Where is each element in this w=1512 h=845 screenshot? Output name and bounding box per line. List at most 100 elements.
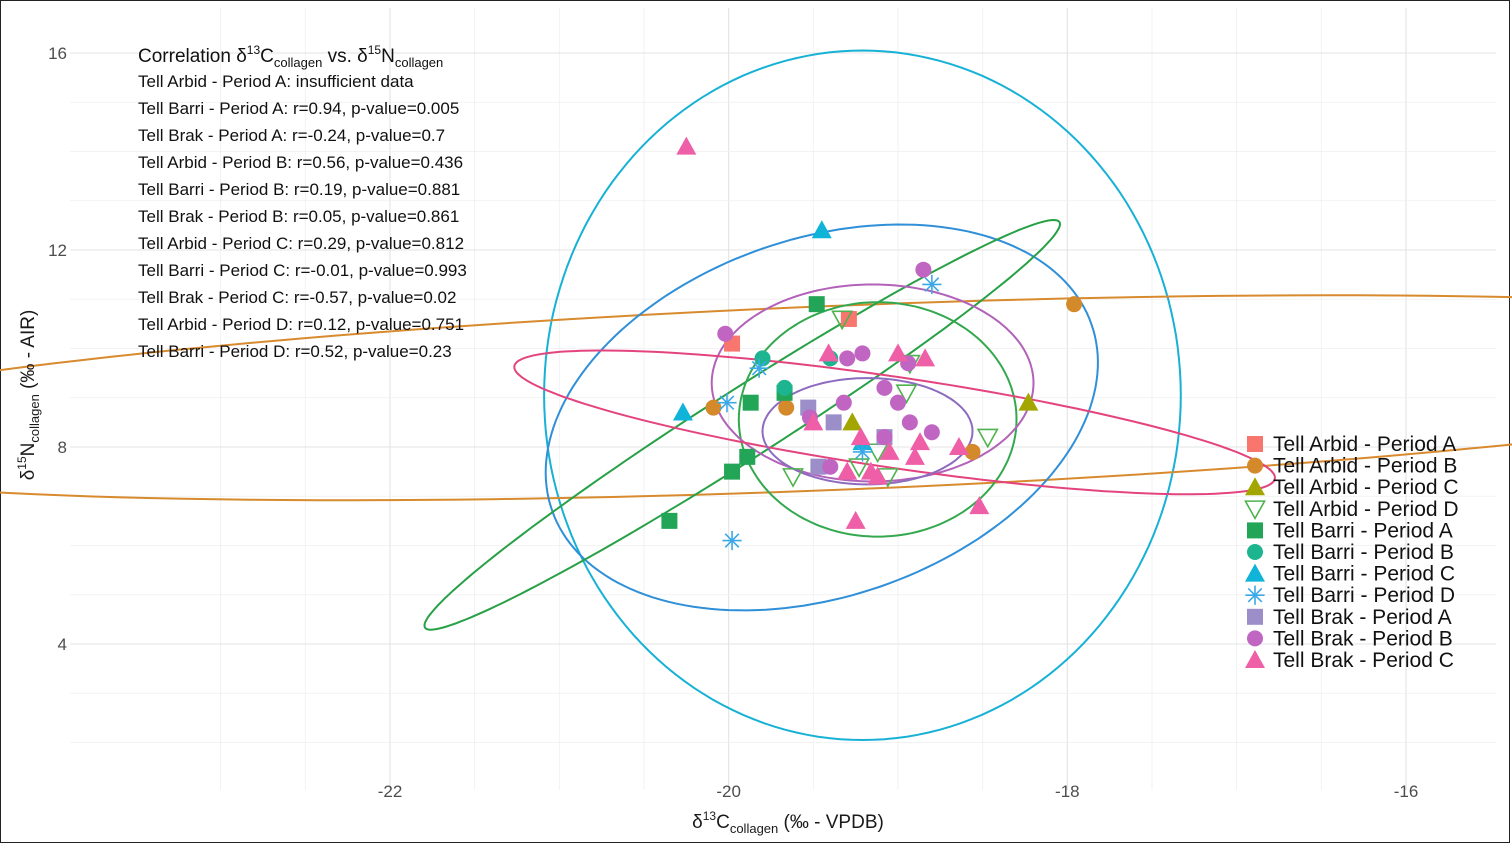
legend-key (1247, 608, 1263, 625)
point-tell-barri-period-d (722, 530, 742, 551)
x-tick-label: -18 (1055, 782, 1080, 801)
point-tell-brak-period-b (839, 350, 856, 367)
legend-key (1245, 477, 1265, 496)
y-axis-label-sup: 15 (15, 456, 29, 470)
point-tell-brak-period-b (876, 379, 893, 396)
annotation-line: Tell Barri - Period C: r=-0.01, p-value=… (138, 261, 467, 280)
asterisk-stroke (924, 277, 940, 292)
point-tell-brak-period-c (837, 461, 858, 480)
point-tell-arbid-period-d (831, 310, 854, 331)
legend-key (1247, 457, 1263, 474)
point-tell-brak-period-b (915, 261, 932, 278)
y-tick-label: 8 (58, 438, 67, 457)
ellipse-tell-brak-period-a (761, 377, 974, 486)
point-tell-arbid-period-d (782, 468, 804, 488)
point-tell-arbid-period-a (840, 310, 857, 327)
annotation-line: Tell Barri - Period D: r=0.52, p-value=0… (138, 342, 452, 361)
point-tell-arbid-period-d (848, 458, 871, 478)
annotation-line: Tell Barri - Period B: r=0.19, p-value=0… (138, 180, 460, 199)
legend-label: Tell Brak - Period C (1273, 649, 1454, 672)
point-tell-barri-period-a (661, 512, 678, 529)
point-tell-brak-period-c (803, 412, 824, 431)
point-tell-arbid-period-c (842, 412, 863, 431)
legend-key (1245, 563, 1265, 582)
ellipse-tell-brak-period-b (710, 283, 1035, 483)
legend-label: Tell Brak - Period B (1273, 627, 1453, 650)
asterisk-stroke (719, 395, 735, 411)
legend-label: Tell Arbid - Period C (1273, 476, 1459, 499)
point-tell-brak-period-c (969, 496, 990, 515)
legend-key (1247, 630, 1263, 647)
point-tell-brak-period-c (910, 432, 931, 451)
asterisk-stroke (1247, 587, 1263, 603)
point-tell-brak-period-c (948, 437, 969, 455)
point-tell-arbid-period-c (1018, 392, 1039, 411)
point-tell-barri-period-a (739, 448, 756, 465)
x-axis-label-suffix: (‰ - VPDB) (778, 812, 884, 833)
axis-ticks: -22 -20 -18 -16 4 8 12 16 (48, 44, 1418, 801)
x-axis-label-sup: 13 (703, 809, 717, 823)
point-tell-barri-period-a (742, 394, 759, 411)
point-tell-brak-period-a (825, 414, 842, 431)
annotation-line: Tell Arbid - Period D: r=0.12, p-value=0… (138, 315, 464, 334)
annotation-line: Tell Arbid - Period B: r=0.56, p-value=0… (138, 153, 463, 172)
point-tell-arbid-period-d (895, 384, 918, 405)
point-tell-brak-period-b (923, 424, 940, 441)
x-tick-label: -20 (716, 782, 741, 801)
point-tell-barri-period-c (811, 220, 832, 239)
legend-key (1247, 436, 1263, 452)
legend-label: Tell Barri - Period D (1273, 584, 1455, 607)
x-tick-label: -16 (1394, 782, 1419, 801)
point-tell-brak-period-c (904, 446, 925, 465)
point-tell-brak-period-a (810, 458, 827, 475)
point-tell-brak-period-b (876, 429, 893, 446)
legend-label: Tell Barri - Period C (1273, 563, 1455, 586)
ellipse-tell-arbid-period-d (737, 301, 1018, 538)
y-axis-label-prefix: δ (18, 470, 39, 481)
y-axis-label: δ15Ncollagen (‰ - AIR) (15, 310, 42, 481)
x-axis-label-prefix: δ (692, 812, 703, 833)
y-axis-label-main: N (18, 443, 39, 457)
legend-key (1245, 585, 1265, 605)
y-axis-label-sub: collagen (27, 394, 42, 442)
x-axis-label: δ13Ccollagen (‰ - VPDB) (692, 809, 884, 836)
asterisk-stroke (724, 533, 740, 548)
point-tell-brak-period-b (822, 458, 839, 475)
correlation-annotation: Correlation δ13Ccollagen vs. δ15Ncollage… (138, 43, 467, 361)
y-axis-label-suffix: (‰ - AIR) (18, 310, 39, 394)
x-axis-label-sub: collagen (730, 821, 778, 836)
y-tick-label: 4 (58, 635, 67, 654)
data-points (661, 136, 1083, 551)
annotation-line: Tell Barri - Period A: r=0.94, p-value=0… (138, 99, 459, 118)
y-tick-label: 16 (48, 44, 67, 63)
point-tell-brak-period-b (854, 345, 871, 362)
point-tell-brak-period-c (676, 136, 697, 155)
point-tell-barri-period-a (808, 296, 825, 313)
point-tell-barri-period-d (749, 358, 769, 378)
point-tell-arbid-period-b (964, 443, 981, 460)
legend-label: Tell Barri - Period A (1273, 519, 1453, 542)
x-axis-label-main: C (716, 812, 730, 833)
point-tell-arbid-period-b (705, 399, 722, 416)
grid-lines (70, 8, 1496, 790)
point-tell-arbid-period-b (1066, 296, 1083, 313)
point-tell-brak-period-c (850, 427, 871, 446)
ellipse-tell-barri-period-c (543, 49, 1182, 742)
legend-key (1247, 544, 1263, 560)
legend-label: Tell Arbid - Period B (1273, 455, 1457, 478)
legend-key (1245, 650, 1265, 668)
point-tell-brak-period-b (717, 325, 734, 342)
point-tell-barri-period-d (922, 274, 942, 295)
point-tell-arbid-period-d (976, 428, 999, 449)
annotation-line: Tell Brak - Period C: r=-0.57, p-value=0… (138, 288, 456, 307)
point-tell-brak-period-b (890, 394, 906, 411)
point-tell-barri-period-a (724, 463, 741, 480)
asterisk-stroke (855, 444, 870, 460)
annotation-line: Tell Brak - Period A: r=-0.24, p-value=0… (138, 126, 445, 145)
point-tell-arbid-period-b (778, 399, 795, 416)
point-tell-barri-period-b (776, 379, 793, 396)
ellipse-tell-barri-period-d (544, 223, 1099, 612)
